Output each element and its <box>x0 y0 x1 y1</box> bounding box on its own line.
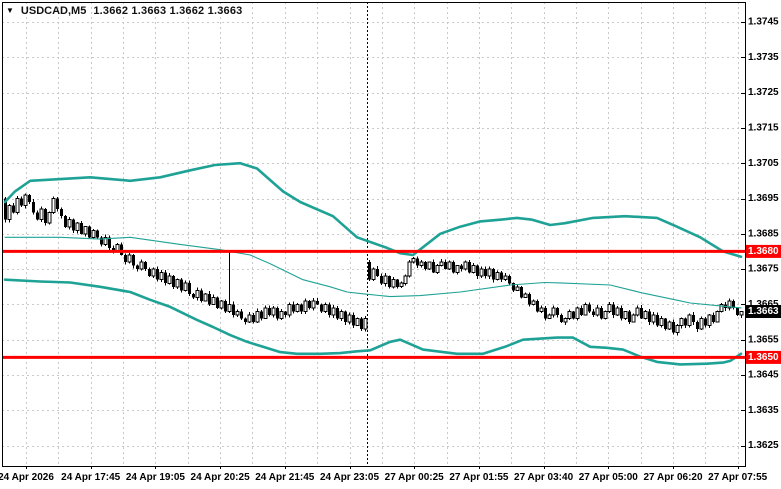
x-axis-label: 24 Apr 19:05 <box>126 472 186 483</box>
y-axis-label: 1.3655 <box>748 334 779 345</box>
x-axis-label: 24 Apr 23:05 <box>320 472 380 483</box>
upper-band-line <box>3 161 743 258</box>
quotes-dropdown-icon[interactable]: ▼ <box>6 6 14 15</box>
x-axis-label: 27 Apr 03:40 <box>514 472 574 483</box>
y-axis-label: 1.3735 <box>748 52 779 63</box>
x-axis-label: 24 Apr 2026 <box>0 472 54 483</box>
svg-text:1.3650: 1.3650 <box>748 352 779 363</box>
y-axis-label: 1.3645 <box>748 370 779 381</box>
y-axis-label: 1.3635 <box>748 405 779 416</box>
x-axis-label: 27 Apr 01:55 <box>449 472 509 483</box>
bollinger-bands <box>3 161 743 366</box>
candles <box>4 193 744 336</box>
middle-band-line <box>4 236 742 309</box>
svg-text:1.3680: 1.3680 <box>748 246 779 257</box>
y-axis-label: 1.3715 <box>748 123 779 134</box>
y-axis-label: 1.3625 <box>748 440 779 451</box>
x-axis-label: 24 Apr 17:45 <box>61 472 121 483</box>
svg-text:1.3663: 1.3663 <box>748 306 779 317</box>
current-price-tag: 1.3663 <box>746 305 781 318</box>
y-axis-label: 1.3665 <box>748 299 779 310</box>
gridlines <box>2 2 745 466</box>
y-axis-label: 1.3685 <box>748 228 779 239</box>
x-axis-label: 27 Apr 06:20 <box>643 472 703 483</box>
x-axis-label: 27 Apr 07:55 <box>708 472 768 483</box>
level-price-tag: 1.3650 <box>746 350 781 364</box>
x-axis-label: 24 Apr 21:45 <box>255 472 315 483</box>
y-axis-label: 1.3745 <box>748 17 779 28</box>
y-axis-label: 1.3705 <box>748 158 779 169</box>
level-price-tag: 1.3680 <box>746 244 781 258</box>
x-axis-label: 24 Apr 20:25 <box>191 472 251 483</box>
y-axis-label: 1.3695 <box>748 193 779 204</box>
price-axis[interactable]: 1.3745 1.3735 1.3725 1.3715 1.3705 1.3695 1.36… <box>741 17 779 452</box>
axes <box>2 2 746 467</box>
y-axis-label: 1.3675 <box>748 264 779 275</box>
time-axis[interactable]: 24 Apr 2026 24 Apr 17:45 24 Apr 19:05 24 Ap… <box>0 466 768 483</box>
horizontal-levels[interactable] <box>2 249 745 359</box>
y-axis-label: 1.3725 <box>748 87 779 98</box>
x-axis-label: 27 Apr 05:00 <box>579 472 639 483</box>
x-axis-label: 27 Apr 00:25 <box>385 472 445 483</box>
